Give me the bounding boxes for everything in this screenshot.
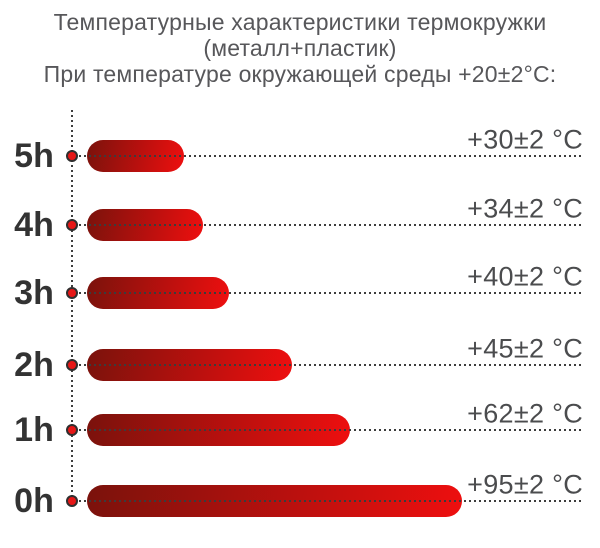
temp-value-label: +40±2 °C — [467, 261, 583, 292]
temp-value-label: +30±2 °C — [467, 124, 583, 155]
hour-axis-label: 5h — [14, 137, 54, 175]
hour-axis-label: 3h — [14, 274, 54, 312]
axis-dot-icon — [66, 219, 78, 231]
temp-value-label: +34±2 °C — [467, 193, 583, 224]
temp-value-label: +62±2 °C — [467, 398, 583, 429]
grid-dotline — [79, 429, 583, 431]
axis-dot-icon — [66, 424, 78, 436]
hour-axis-label: 0h — [14, 482, 54, 520]
grid-dotline — [79, 292, 583, 294]
axis-dot-icon — [66, 287, 78, 299]
grid-dotline — [79, 500, 583, 502]
grid-dotline — [79, 364, 583, 366]
axis-dot-icon — [66, 495, 78, 507]
axis-dot-icon — [66, 359, 78, 371]
chart-title-line1: Температурные характеристики термокружки — [53, 9, 547, 35]
hour-axis-label: 1h — [14, 411, 54, 449]
time-axis-dotline — [71, 110, 73, 501]
grid-dotline — [79, 155, 583, 157]
axis-dot-icon — [66, 150, 78, 162]
chart-subtitle: При температуре окружающей среды +20±2°C… — [43, 61, 557, 87]
grid-dotline — [79, 224, 583, 226]
temp-value-label: +45±2 °C — [467, 333, 583, 364]
hour-axis-label: 4h — [14, 206, 54, 244]
chart-title-block: Температурные характеристики термокружки… — [0, 9, 600, 87]
chart-title-line2: (металл+пластик) — [203, 35, 397, 61]
temp-value-label: +95±2 °C — [467, 469, 583, 500]
hour-axis-label: 2h — [14, 346, 54, 384]
